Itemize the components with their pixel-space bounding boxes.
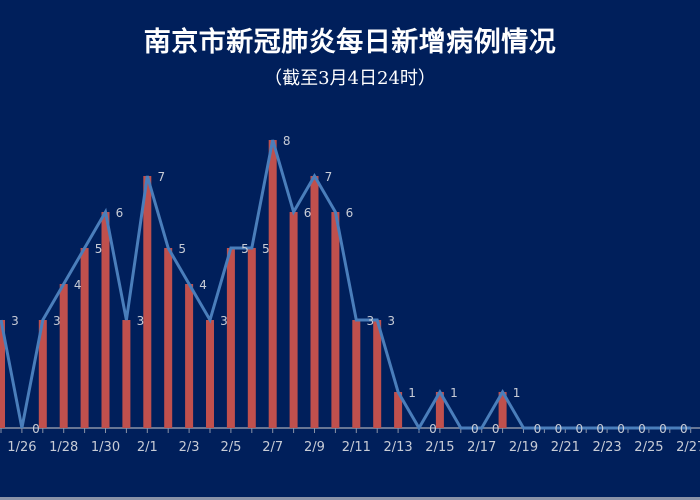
x-tick-label: 2/13 xyxy=(383,440,412,455)
data-label: 3 xyxy=(53,314,61,328)
data-label: 0 xyxy=(32,422,40,436)
bar xyxy=(206,320,214,428)
bar xyxy=(101,212,110,428)
bar xyxy=(0,320,5,428)
data-label: 3 xyxy=(220,314,228,328)
bar xyxy=(59,284,68,428)
data-label: 0 xyxy=(638,422,646,436)
bar xyxy=(394,392,403,428)
data-label: 4 xyxy=(199,278,207,292)
data-label: 5 xyxy=(241,242,249,256)
x-tick-label: 1/30 xyxy=(91,440,120,455)
x-tick-label: 2/23 xyxy=(592,440,621,455)
x-tick-label: 1/26 xyxy=(7,440,36,455)
bar xyxy=(247,248,256,428)
data-label: 5 xyxy=(95,242,103,256)
bar xyxy=(331,212,340,428)
bar xyxy=(373,320,382,428)
bar xyxy=(122,320,131,428)
data-label: 3 xyxy=(366,314,374,328)
data-label: 5 xyxy=(262,242,270,256)
data-label: 0 xyxy=(429,422,437,436)
x-tick-label: 2/3 xyxy=(179,440,200,455)
x-tick-label: 2/21 xyxy=(551,440,580,455)
data-label: 0 xyxy=(617,422,625,436)
bar xyxy=(310,176,319,428)
data-label: 6 xyxy=(304,206,312,220)
x-tick-label: 2/17 xyxy=(467,440,496,455)
bar xyxy=(143,176,152,428)
bar xyxy=(498,392,507,428)
x-tick-label: 2/7 xyxy=(262,440,283,455)
x-tick-label: 2/5 xyxy=(220,440,241,455)
data-label: 0 xyxy=(492,422,500,436)
data-label: 0 xyxy=(659,422,667,436)
x-tick-label: 2/27 xyxy=(676,440,700,455)
data-label: 0 xyxy=(534,422,542,436)
bar xyxy=(289,212,298,428)
data-label: 7 xyxy=(325,170,333,184)
data-label: 1 xyxy=(450,386,458,400)
bar xyxy=(80,248,89,428)
data-label: 6 xyxy=(116,206,124,220)
chart-subtitle: （截至3月4日24时） xyxy=(264,68,436,89)
data-label: 3 xyxy=(11,314,19,328)
data-label: 0 xyxy=(596,422,604,436)
x-tick-label: 2/1 xyxy=(137,440,158,455)
x-tick-label: 2/15 xyxy=(425,440,454,455)
bar xyxy=(352,320,361,428)
bar xyxy=(185,284,194,428)
x-tick-label: 2/9 xyxy=(304,440,325,455)
bar xyxy=(226,248,235,428)
chart-title: 南京市新冠肺炎每日新增病例情况 xyxy=(143,27,557,58)
bar xyxy=(164,248,173,428)
x-tick-label: 2/19 xyxy=(509,440,538,455)
x-tick-label: 1/28 xyxy=(49,440,78,455)
data-label: 0 xyxy=(555,422,563,436)
data-label: 5 xyxy=(178,242,186,256)
data-label: 1 xyxy=(408,386,416,400)
data-label: 3 xyxy=(137,314,145,328)
data-label: 0 xyxy=(575,422,583,436)
bottom-border xyxy=(0,497,700,500)
x-tick-label: 2/25 xyxy=(634,440,663,455)
data-label: 8 xyxy=(283,134,291,148)
data-label: 0 xyxy=(471,422,479,436)
data-label: 0 xyxy=(680,422,688,436)
bar xyxy=(268,140,277,428)
bar xyxy=(435,392,444,428)
data-label: 6 xyxy=(346,206,354,220)
data-label: 1 xyxy=(513,386,521,400)
data-label: 3 xyxy=(387,314,395,328)
x-tick-label: 2/11 xyxy=(342,440,371,455)
data-label: 4 xyxy=(74,278,82,292)
data-label: 7 xyxy=(157,170,165,184)
bar xyxy=(38,320,47,428)
series-line xyxy=(0,139,691,431)
